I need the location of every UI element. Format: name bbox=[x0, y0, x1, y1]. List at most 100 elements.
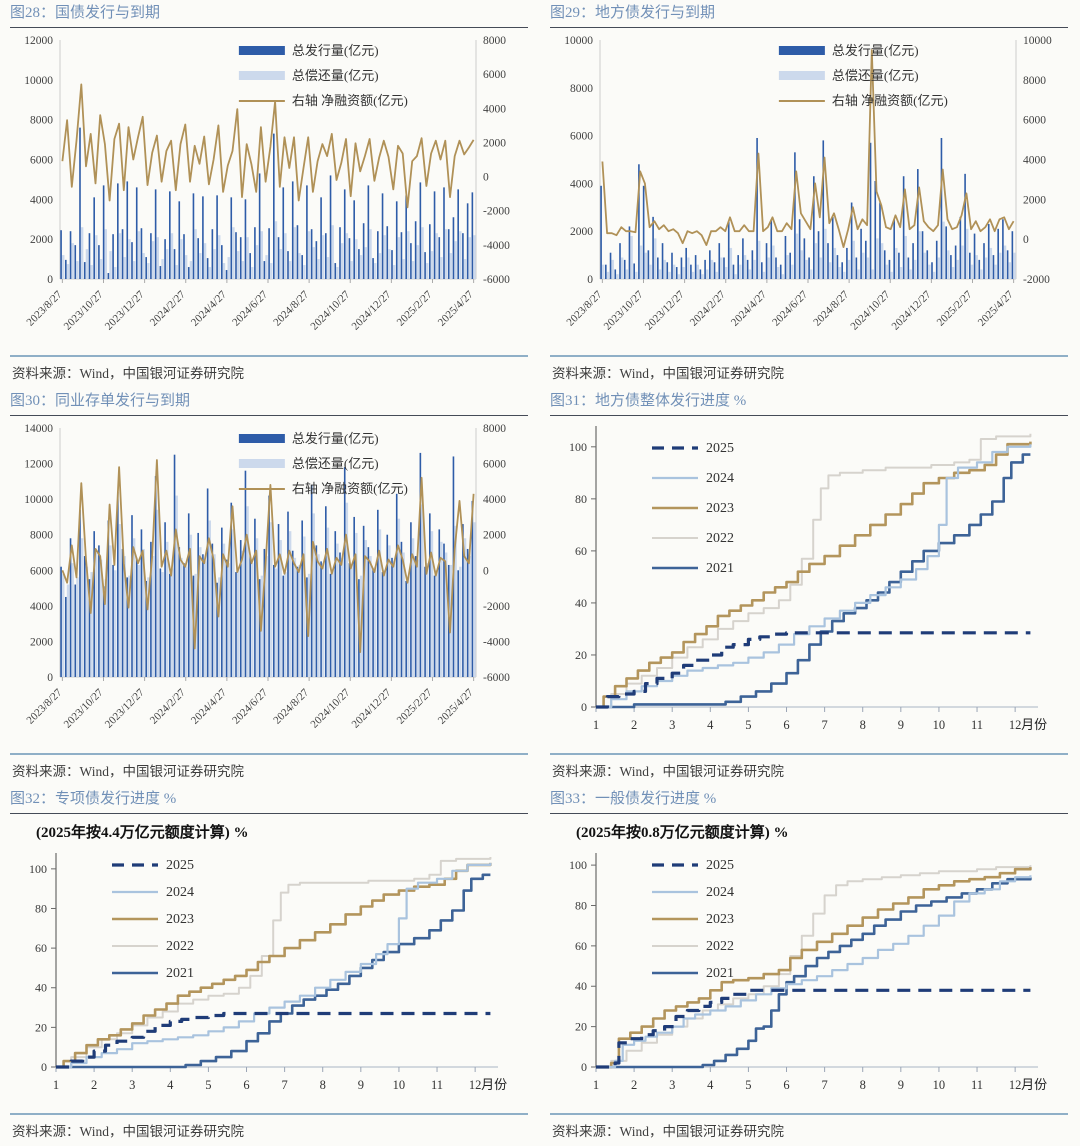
svg-text:2024/10/27: 2024/10/27 bbox=[308, 686, 352, 730]
svg-text:6: 6 bbox=[243, 1078, 249, 1092]
source-text: 资料来源：Wind，中国银河证券研究院 bbox=[12, 366, 244, 381]
svg-text:60: 60 bbox=[575, 939, 587, 953]
svg-text:8: 8 bbox=[320, 1078, 326, 1092]
svg-text:1: 1 bbox=[593, 1078, 599, 1092]
svg-text:-2000: -2000 bbox=[1023, 274, 1050, 286]
svg-text:2022: 2022 bbox=[706, 939, 734, 954]
svg-text:2024/10/27: 2024/10/27 bbox=[848, 288, 892, 332]
svg-text:月份: 月份 bbox=[1021, 717, 1047, 732]
svg-text:2025/2/27: 2025/2/27 bbox=[395, 288, 435, 328]
svg-text:2025/4/27: 2025/4/27 bbox=[436, 686, 476, 726]
svg-text:2023/8/27: 2023/8/27 bbox=[24, 686, 64, 726]
svg-text:6000: 6000 bbox=[30, 565, 53, 577]
svg-text:80: 80 bbox=[575, 492, 587, 506]
svg-text:8000: 8000 bbox=[483, 423, 506, 435]
svg-text:40: 40 bbox=[575, 979, 587, 993]
svg-text:100: 100 bbox=[569, 858, 587, 872]
svg-text:2024: 2024 bbox=[706, 471, 734, 486]
svg-text:2024/2/27: 2024/2/27 bbox=[148, 288, 188, 328]
svg-text:6000: 6000 bbox=[483, 459, 506, 471]
svg-text:2024/12/27: 2024/12/27 bbox=[350, 288, 394, 332]
svg-text:2024/6/27: 2024/6/27 bbox=[230, 288, 270, 328]
svg-text:2000: 2000 bbox=[483, 137, 506, 149]
svg-text:4000: 4000 bbox=[483, 103, 506, 115]
svg-text:5: 5 bbox=[205, 1078, 211, 1092]
source-text: 资料来源：Wind，中国银河证券研究院 bbox=[12, 1124, 244, 1139]
svg-text:右轴 净融资额(亿元): 右轴 净融资额(亿元) bbox=[292, 481, 408, 496]
svg-text:2: 2 bbox=[91, 1078, 97, 1092]
panel-fig30: 图30：同业存单发行与到期 0 2000 4000 6000 8000 10000 1200… bbox=[0, 388, 540, 786]
svg-text:2022: 2022 bbox=[706, 531, 734, 546]
svg-text:4: 4 bbox=[707, 718, 714, 732]
svg-text:2021: 2021 bbox=[166, 966, 194, 981]
svg-text:4000: 4000 bbox=[483, 494, 506, 506]
svg-text:2: 2 bbox=[631, 718, 637, 732]
svg-text:2000: 2000 bbox=[570, 226, 593, 238]
svg-text:6: 6 bbox=[783, 1078, 789, 1092]
svg-text:-6000: -6000 bbox=[483, 672, 510, 684]
svg-text:2023/12/27: 2023/12/27 bbox=[643, 288, 687, 332]
svg-text:月份: 月份 bbox=[1021, 1077, 1047, 1092]
svg-text:20: 20 bbox=[575, 1020, 587, 1034]
svg-text:2024/4/27: 2024/4/27 bbox=[729, 288, 769, 328]
svg-text:2024/6/27: 2024/6/27 bbox=[230, 686, 270, 726]
svg-text:3: 3 bbox=[669, 718, 675, 732]
svg-text:40: 40 bbox=[35, 981, 47, 995]
svg-text:4000: 4000 bbox=[30, 194, 53, 206]
svg-text:总偿还量(亿元): 总偿还量(亿元) bbox=[832, 68, 919, 83]
svg-text:2: 2 bbox=[631, 1078, 637, 1092]
svg-text:10000: 10000 bbox=[564, 35, 593, 47]
svg-text:11: 11 bbox=[431, 1078, 443, 1092]
svg-text:80: 80 bbox=[575, 898, 587, 912]
svg-text:2023: 2023 bbox=[166, 912, 194, 927]
svg-text:8000: 8000 bbox=[30, 530, 53, 542]
panel-fig31: 图31：地方债整体发行进度 % 0 20 40 60 80 100 1 2 3 4 5 6 7 8 9 10 1… bbox=[540, 388, 1080, 786]
svg-text:右轴 净融资额(亿元): 右轴 净融资额(亿元) bbox=[292, 93, 408, 108]
chart-canvas-fig32: 0 20 40 60 80 100 1 2 3 4 5 6 7 8 9 10 11 12 月份 2025 2024 202… bbox=[10, 843, 528, 1113]
svg-text:11: 11 bbox=[971, 718, 983, 732]
svg-text:4000: 4000 bbox=[570, 178, 593, 190]
panel-fig28: 图28：国债发行与到期 0 2000 4000 6000 8000 10000 12000 -… bbox=[0, 0, 540, 388]
svg-text:3: 3 bbox=[669, 1078, 675, 1092]
svg-text:2022: 2022 bbox=[166, 939, 194, 954]
svg-text:20: 20 bbox=[575, 648, 587, 662]
svg-text:6000: 6000 bbox=[570, 131, 593, 143]
svg-text:2024/2/27: 2024/2/27 bbox=[688, 288, 728, 328]
svg-text:2024/12/27: 2024/12/27 bbox=[890, 288, 934, 332]
panel-fig33: 图33：一般债发行进度 % (2025年按0.8万亿元额度计算) % 0 20 40… bbox=[540, 786, 1080, 1146]
svg-text:2024/4/27: 2024/4/27 bbox=[189, 686, 229, 726]
svg-text:10000: 10000 bbox=[1023, 35, 1052, 47]
panel-fig29: 图29：地方债发行与到期 0 2000 4000 6000 8000 10000 -2000… bbox=[540, 0, 1080, 388]
svg-text:7: 7 bbox=[281, 1078, 287, 1092]
svg-text:20: 20 bbox=[35, 1020, 47, 1034]
svg-text:月份: 月份 bbox=[481, 1077, 507, 1092]
svg-text:0: 0 bbox=[587, 274, 593, 286]
chart-canvas-fig31: 0 20 40 60 80 100 1 2 3 4 5 6 7 8 9 10 11 12 月份 2025 2024 202… bbox=[550, 416, 1068, 753]
svg-text:6000: 6000 bbox=[1023, 115, 1046, 127]
chart-title-fig29: 图29：地方债发行与到期 bbox=[550, 2, 1068, 28]
svg-text:2024/8/27: 2024/8/27 bbox=[271, 288, 311, 328]
svg-text:总偿还量(亿元): 总偿还量(亿元) bbox=[292, 68, 379, 83]
svg-text:2024/12/27: 2024/12/27 bbox=[350, 686, 394, 730]
svg-text:12000: 12000 bbox=[24, 35, 53, 47]
svg-text:10: 10 bbox=[933, 1078, 946, 1092]
svg-text:2025: 2025 bbox=[166, 858, 194, 873]
svg-text:2023: 2023 bbox=[706, 501, 734, 516]
svg-text:100: 100 bbox=[29, 862, 47, 876]
svg-text:14000: 14000 bbox=[24, 423, 53, 435]
svg-text:8: 8 bbox=[860, 1078, 866, 1092]
svg-text:0: 0 bbox=[581, 1060, 587, 1074]
chart-subtitle-fig33: (2025年按0.8万亿元额度计算) % bbox=[576, 825, 789, 841]
svg-text:2000: 2000 bbox=[483, 530, 506, 542]
svg-text:10: 10 bbox=[933, 718, 946, 732]
svg-text:40: 40 bbox=[575, 596, 587, 610]
svg-text:0: 0 bbox=[47, 672, 53, 684]
svg-text:2023/8/27: 2023/8/27 bbox=[24, 288, 64, 328]
svg-text:2025/4/27: 2025/4/27 bbox=[436, 288, 476, 328]
svg-text:100: 100 bbox=[569, 440, 587, 454]
svg-text:7: 7 bbox=[821, 1078, 827, 1092]
source-note: 资料来源：Wind，中国银河证券研究院 bbox=[550, 1113, 1068, 1146]
svg-text:12: 12 bbox=[469, 1078, 482, 1092]
svg-text:2025/2/27: 2025/2/27 bbox=[395, 686, 435, 726]
